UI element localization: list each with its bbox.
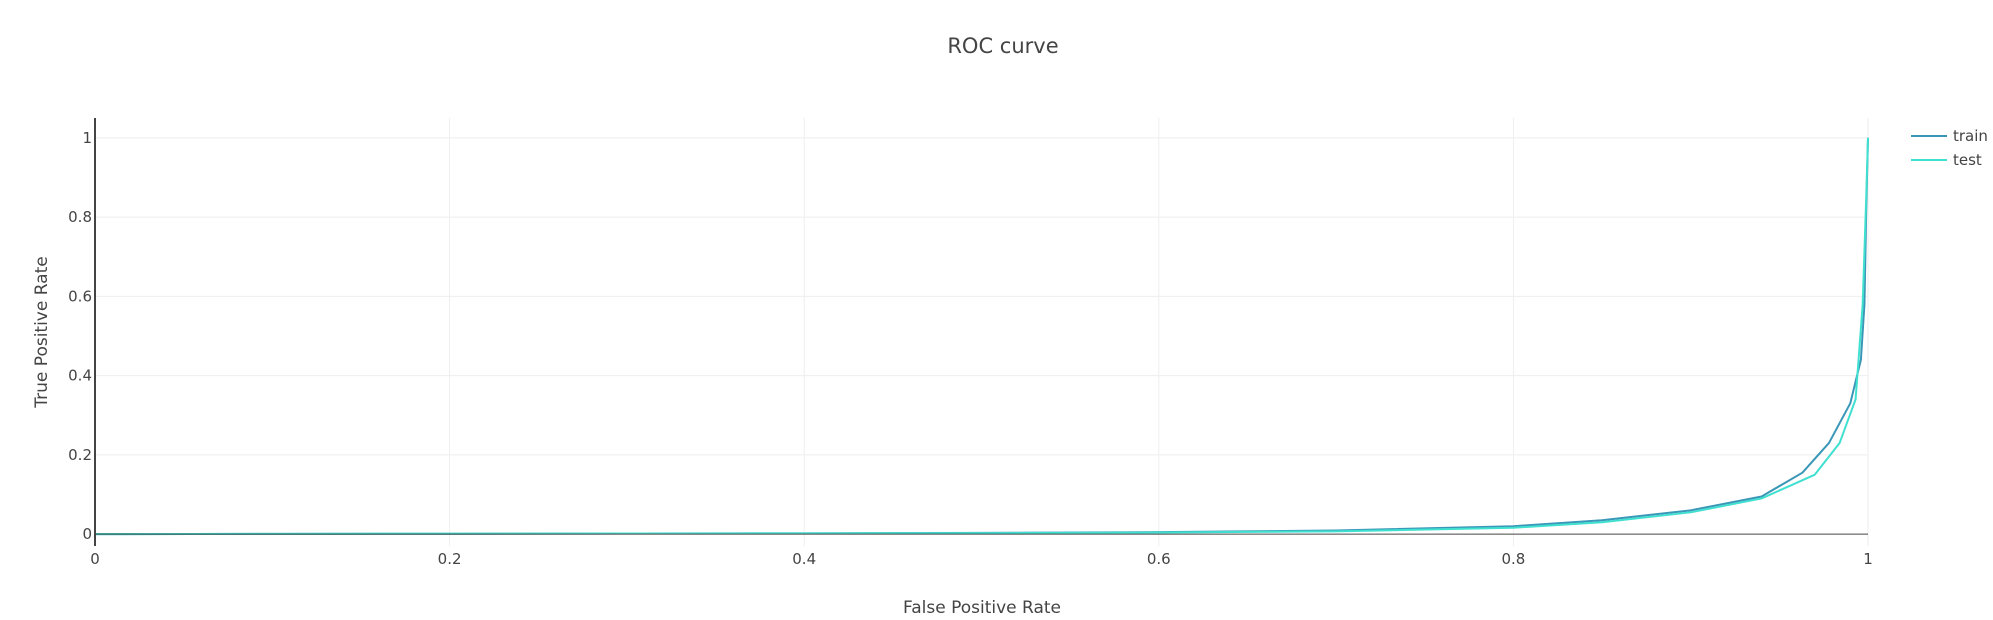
y-tick-label: 0.6 bbox=[68, 287, 92, 305]
legend-label: test bbox=[1953, 151, 1982, 169]
y-gridlines bbox=[95, 137, 1868, 456]
y-tick-label: 1 bbox=[82, 129, 92, 147]
legend-item-test[interactable]: test bbox=[1911, 151, 1982, 169]
y-tick-label: 0 bbox=[82, 525, 92, 543]
y-tick-label: 0.8 bbox=[68, 208, 92, 226]
y-axis-title: True Positive Rate bbox=[32, 256, 52, 408]
x-axis-title: False Positive Rate bbox=[903, 598, 1061, 618]
legend[interactable]: train test bbox=[1911, 127, 1988, 169]
series-line-test bbox=[94, 137, 1869, 536]
y-tick-label: 0.4 bbox=[68, 367, 92, 385]
x-tick-labels: 0 0.2 0.4 0.6 0.8 1 bbox=[90, 550, 1873, 568]
y-tick-labels: 0 0.2 0.4 0.6 0.8 1 bbox=[68, 129, 92, 543]
x-tick-label: 0.8 bbox=[1501, 550, 1525, 568]
series-layer bbox=[94, 137, 1869, 536]
legend-label: train bbox=[1953, 127, 1988, 145]
y-tick-label: 0.2 bbox=[68, 446, 92, 464]
x-tick-label: 1 bbox=[1863, 550, 1873, 568]
x-tick-label: 0.2 bbox=[438, 550, 462, 568]
x-tick-label: 0.6 bbox=[1147, 550, 1171, 568]
chart-title: ROC curve bbox=[947, 34, 1058, 58]
legend-item-train[interactable]: train bbox=[1911, 127, 1988, 145]
x-tick-label: 0.4 bbox=[792, 550, 816, 568]
x-tick-label: 0 bbox=[90, 550, 100, 568]
x-gridlines bbox=[449, 118, 1869, 546]
